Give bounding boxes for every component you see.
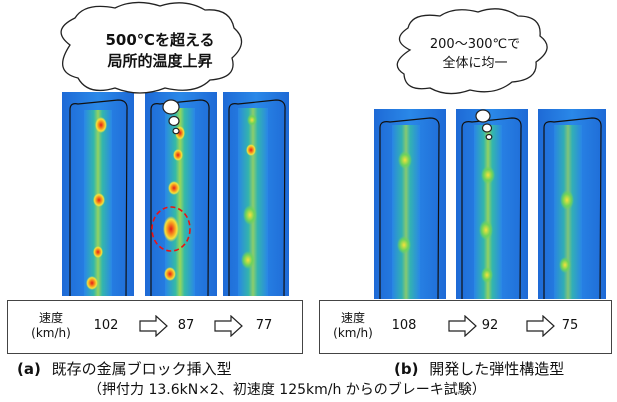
speed-b-3: 75	[561, 318, 579, 333]
right-arrow-icon	[448, 315, 477, 337]
strip-a1	[62, 92, 134, 297]
right-arrow-icon	[214, 315, 243, 337]
strip-a3	[223, 92, 289, 297]
strip-a2	[145, 92, 217, 297]
caption-a-marker: (a)	[17, 360, 41, 378]
speed-label-b-line1: 速度	[340, 311, 365, 325]
speed-label-a-line1: 速度	[38, 311, 63, 325]
bubble-left-text: 500℃を超える 局所的温度上昇	[90, 30, 230, 72]
speed-label-a: 速度 (km/h)	[26, 311, 76, 341]
thought-bubble-left	[60, 1, 243, 135]
right-arrow-icon	[139, 315, 168, 337]
strip-b2	[456, 109, 528, 300]
strip-b3	[538, 109, 606, 300]
thought-bubble-right	[396, 8, 548, 141]
speed-label-b-line2: (km/h)	[333, 326, 373, 340]
caption-b-text: 開発した弾性構造型	[429, 360, 565, 378]
test-conditions: （押付力 13.6kN×2、初速度 125km/h からのブレーキ試験）	[88, 382, 486, 398]
speed-panel-a: 速度 (km/h) 102 87 77	[7, 300, 303, 354]
bubble-right-line2: 全体に均一	[442, 56, 508, 71]
speed-b-1: 108	[391, 318, 417, 333]
bubble-left-line1: 500℃を超える	[105, 31, 215, 49]
hot-spot-circle	[151, 206, 191, 252]
right-arrow-icon	[526, 315, 555, 337]
bubble-left-line2: 局所的温度上昇	[107, 52, 213, 70]
caption-a-text: 既存の金属ブロック挿入型	[51, 360, 232, 378]
bubble-right-text: 200～300℃で 全体に均一	[420, 35, 530, 73]
speed-a-1: 102	[93, 318, 119, 333]
speed-label-a-line2: (km/h)	[31, 326, 71, 340]
strip-b1	[374, 109, 446, 300]
speed-a-3: 77	[255, 318, 273, 333]
speed-label-b: 速度 (km/h)	[328, 311, 378, 341]
bubble-right-line1: 200～300℃で	[429, 37, 521, 52]
caption-a: (a) 既存の金属ブロック挿入型	[17, 358, 232, 379]
speed-b-2: 92	[481, 318, 499, 333]
speed-a-2: 87	[177, 318, 195, 333]
caption-b-marker: (b)	[394, 360, 419, 378]
caption-b: (b) 開発した弾性構造型	[394, 358, 564, 379]
speed-panel-b: 速度 (km/h) 108 92 75	[319, 300, 612, 354]
